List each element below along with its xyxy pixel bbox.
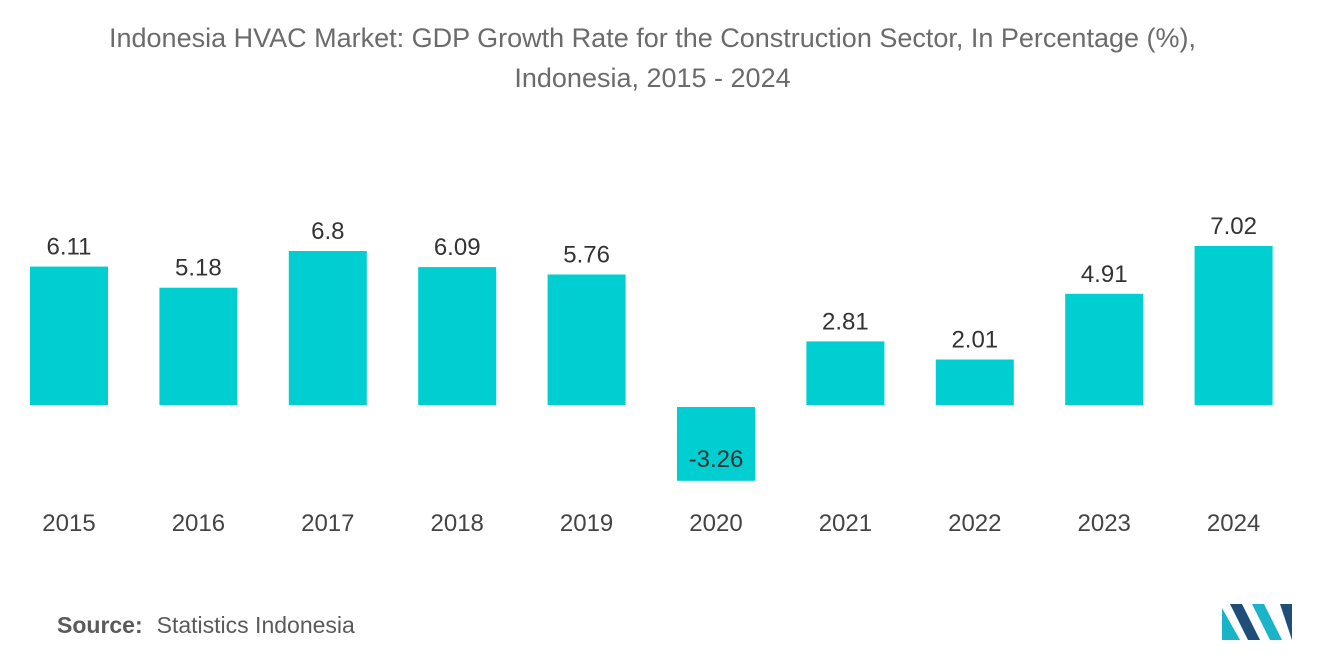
bar-2015 <box>30 266 108 405</box>
chart-title-line-2: Indonesia, 2015 - 2024 <box>514 63 791 93</box>
bar-2020 <box>677 407 755 481</box>
chart-title-line-1: Indonesia HVAC Market: GDP Growth Rate f… <box>109 23 1196 53</box>
logo-mid-shape <box>1230 604 1260 640</box>
bar-2024 <box>1194 246 1273 405</box>
value-label-2021: 2.81 <box>822 308 869 335</box>
source-value: Statistics Indonesia <box>156 612 355 638</box>
value-label-2016: 5.18 <box>175 255 222 282</box>
value-label-2017: 6.8 <box>311 218 344 245</box>
bar-2021 <box>806 341 885 405</box>
logo-left-shape <box>1222 608 1240 640</box>
source-note: Source: Statistics Indonesia <box>57 612 355 639</box>
value-label-2023: 4.91 <box>1081 261 1128 288</box>
value-label-2022: 2.01 <box>951 327 998 354</box>
category-label-2024: 2024 <box>1207 510 1260 537</box>
value-label-2015: 6.11 <box>47 234 92 261</box>
category-label-2018: 2018 <box>431 510 484 537</box>
value-label-2019: 5.76 <box>563 242 610 269</box>
bar-2022 <box>935 359 1014 405</box>
logo-right-shape <box>1280 604 1292 640</box>
category-label-2020: 2020 <box>689 510 742 537</box>
bar-2016 <box>159 287 238 405</box>
category-label-2019: 2019 <box>560 510 613 537</box>
category-label-2016: 2016 <box>172 510 225 537</box>
category-label-2017: 2017 <box>301 510 354 537</box>
category-label-2023: 2023 <box>1078 510 1131 537</box>
category-label-2015: 2015 <box>42 510 95 537</box>
chart-title: Indonesia HVAC Market: GDP Growth Rate f… <box>0 18 1305 98</box>
value-label-2020: -3.26 <box>689 446 744 473</box>
category-label-2022: 2022 <box>948 510 1001 537</box>
bar-2018 <box>418 267 497 405</box>
source-label: Source: <box>57 612 143 638</box>
value-label-2018: 6.09 <box>434 234 481 261</box>
value-label-2024: 7.02 <box>1210 213 1257 240</box>
bar-2017 <box>288 251 367 405</box>
logo-mid-shape-2 <box>1252 604 1282 640</box>
bar-2023 <box>1065 293 1144 405</box>
category-label-2021: 2021 <box>819 510 872 537</box>
bar-2019 <box>547 274 626 405</box>
mordor-intelligence-logo-icon <box>1222 604 1292 640</box>
